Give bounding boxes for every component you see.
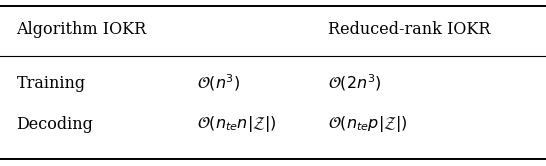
Text: Algorithm IOKR: Algorithm IOKR bbox=[16, 21, 147, 38]
Text: $\mathcal{O}(n_{te}p|\mathcal{Z}|)$: $\mathcal{O}(n_{te}p|\mathcal{Z}|)$ bbox=[328, 115, 407, 134]
Text: $\mathcal{O}(n_{te}n|\mathcal{Z}|)$: $\mathcal{O}(n_{te}n|\mathcal{Z}|)$ bbox=[197, 115, 276, 134]
Text: $\mathcal{O}(2n^3)$: $\mathcal{O}(2n^3)$ bbox=[328, 73, 381, 93]
Text: Reduced-rank IOKR: Reduced-rank IOKR bbox=[328, 21, 490, 38]
Text: Decoding: Decoding bbox=[16, 116, 93, 133]
Text: Training: Training bbox=[16, 75, 86, 91]
Text: $\mathcal{O}(n^3)$: $\mathcal{O}(n^3)$ bbox=[197, 73, 240, 93]
